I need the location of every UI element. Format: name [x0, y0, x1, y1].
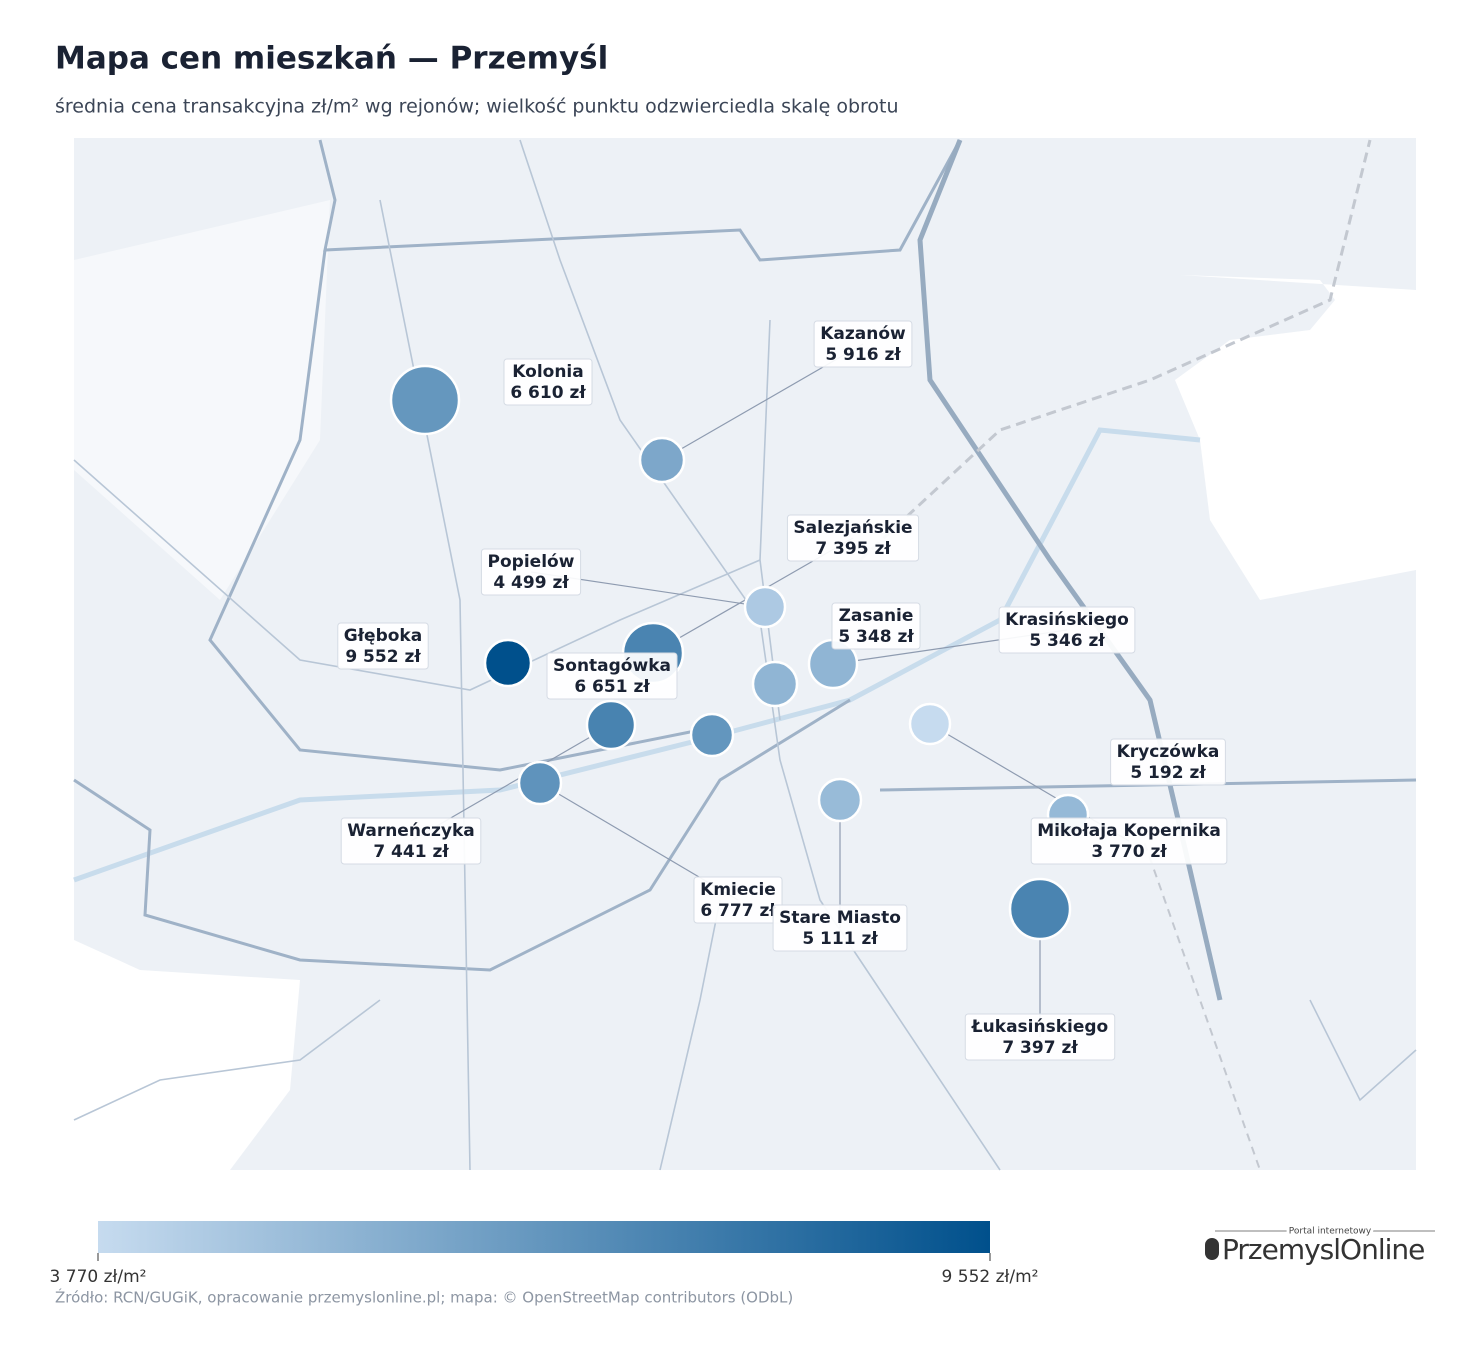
label-box [1110, 738, 1226, 786]
price-label: 6 610 zł [510, 383, 586, 403]
label-box [503, 358, 593, 406]
region-name: Popielów [488, 552, 575, 572]
price-label: 5 346 zł [1029, 631, 1105, 651]
label-box [693, 876, 783, 924]
label-box [337, 622, 429, 670]
bubble [743, 585, 787, 629]
region-name: Łukasińskiego [971, 1017, 1108, 1037]
region-name: Kryczówka [1117, 742, 1220, 762]
label-box [998, 606, 1136, 654]
label-box [964, 1013, 1116, 1061]
label-box [813, 320, 913, 368]
price-label: 5 192 zł [1130, 763, 1206, 783]
colorbar-max-label: 9 552 zł/m² [942, 1267, 1039, 1287]
price-label: 3 770 zł [1091, 842, 1167, 862]
price-label: 9 552 zł [345, 647, 421, 667]
logo-name: PrzemyslOnline [1222, 1233, 1424, 1266]
bubble [638, 436, 686, 484]
bubble [1008, 877, 1072, 941]
label-box [340, 817, 482, 865]
bubble [585, 699, 637, 751]
price-label: 5 111 zł [802, 929, 878, 949]
source: Źródło: RCN/GUGiK, opracowanie przemyslo… [55, 1288, 793, 1307]
bubble [817, 777, 863, 823]
price-label: 4 499 zł [493, 573, 569, 593]
bubble [689, 712, 735, 758]
label-box [772, 904, 908, 952]
region-name: Kolonia [512, 362, 583, 382]
price-label: 5 348 zł [838, 627, 914, 647]
bubble [751, 660, 799, 708]
price-label: 5 916 zł [825, 345, 901, 365]
label-box [480, 548, 582, 596]
price-label: 7 395 zł [815, 539, 891, 559]
region-name: Salezjańskie [793, 518, 912, 538]
logo-tagline: Portal internetowy [1289, 1227, 1372, 1237]
label-box [831, 602, 921, 650]
bubble [908, 702, 952, 746]
bubble [389, 364, 461, 436]
bubble [483, 638, 533, 688]
price-label: 7 441 zł [373, 842, 449, 862]
subtitle: średnia cena transakcyjna zł/m² wg rejon… [55, 96, 899, 118]
region-name: Zasanie [839, 606, 914, 626]
region-name: Stare Miasto [779, 908, 901, 928]
price-label: 6 777 zł [700, 901, 776, 921]
region-name: Głęboka [344, 626, 422, 646]
label-box [546, 652, 678, 700]
label-box [1030, 817, 1228, 865]
region-name: Sontagówka [553, 656, 671, 676]
logo-icon [1205, 1238, 1219, 1260]
region-name: Warneńczyka [347, 821, 475, 841]
label-box [786, 514, 920, 562]
colorbar [98, 1221, 990, 1253]
region-name: Krasińskiego [1005, 610, 1129, 630]
price-label: 7 397 zł [1002, 1038, 1078, 1058]
colorbar-min-label: 3 770 zł/m² [50, 1267, 147, 1287]
region-name: Kazanów [820, 324, 906, 344]
bubble [517, 760, 563, 806]
map-background [73, 138, 1417, 1171]
region-name: Mikołaja Kopernika [1037, 821, 1221, 841]
price-label: 6 651 zł [574, 677, 650, 697]
region-name: Kmiecie [700, 880, 776, 900]
title: Mapa cen mieszkań — Przemyśl [55, 41, 608, 77]
bubbles [389, 364, 1090, 941]
